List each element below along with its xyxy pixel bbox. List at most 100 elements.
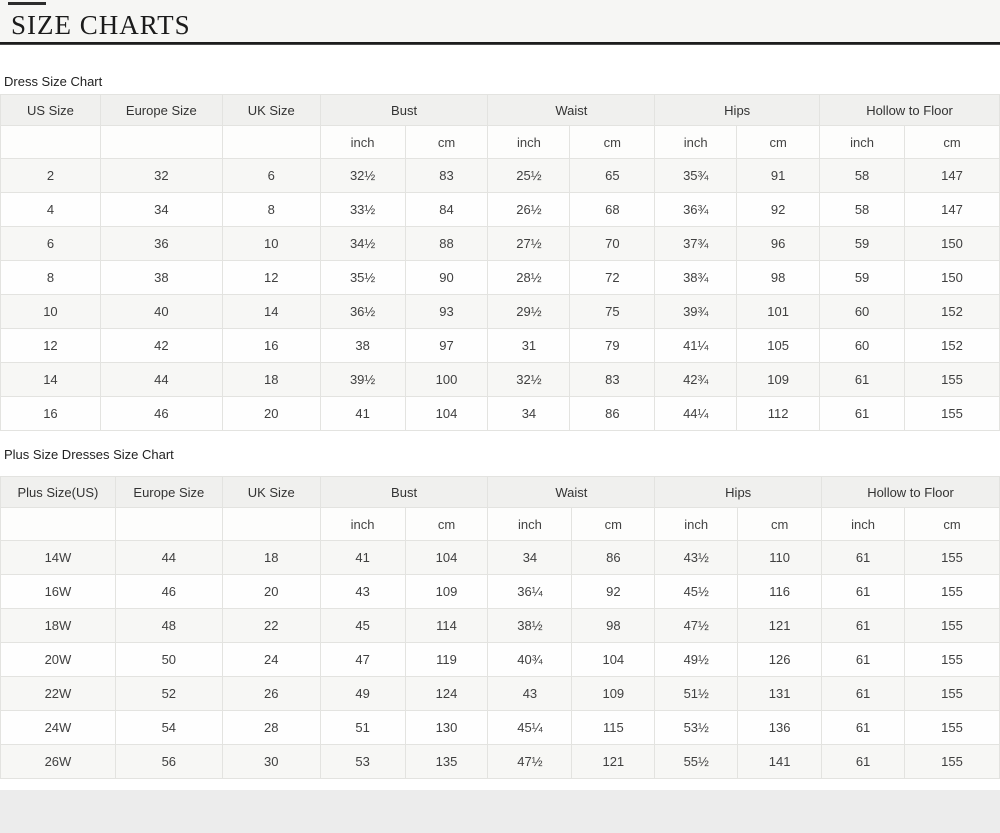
table-cell: 50 <box>114 642 223 677</box>
table-cell: 29½ <box>487 294 571 329</box>
table-cell: 32½ <box>487 362 571 397</box>
table-cell: 97 <box>404 328 489 363</box>
table-cell: 32 <box>99 158 223 193</box>
table-cell: 35¾ <box>654 158 738 193</box>
table-cell: 86 <box>569 396 656 431</box>
table-cell: 155 <box>904 710 1000 745</box>
table-row: 26W 56 30 53 135 47½ 121 55½ 141 61 155 <box>0 744 1000 779</box>
empty-header-cell <box>0 125 101 159</box>
table-cell: 98 <box>571 608 656 643</box>
table-cell: 155 <box>904 642 1000 677</box>
page-title: SIZE CHARTS <box>11 10 191 40</box>
table-row: 2 32 6 32½ 83 25½ 65 35¾ 91 58 147 <box>0 158 1000 193</box>
table-cell: 56 <box>114 744 223 779</box>
unit-header: cm <box>737 507 823 541</box>
table-cell: 51½ <box>654 676 739 711</box>
table-cell: 150 <box>904 260 1000 295</box>
table-cell: 16 <box>221 328 321 363</box>
table-cell: 55½ <box>654 744 739 779</box>
table-cell: 58 <box>819 158 905 193</box>
table-cell: 30 <box>221 744 321 779</box>
unit-header: inch <box>654 507 739 541</box>
table-cell: 38½ <box>487 608 573 643</box>
table-cell: 40¾ <box>487 642 573 677</box>
table-cell: 72 <box>569 260 656 295</box>
unit-header: cm <box>571 507 656 541</box>
table-cell: 58 <box>819 192 905 227</box>
table-cell: 135 <box>404 744 489 779</box>
table-cell: 45½ <box>654 574 739 609</box>
table-cell: 114 <box>404 608 489 643</box>
table-cell: 61 <box>821 574 905 609</box>
table-cell: 43 <box>487 676 573 711</box>
table-cell: 92 <box>571 574 656 609</box>
table-cell: 75 <box>569 294 656 329</box>
table-cell: 147 <box>904 158 1000 193</box>
table-cell: 41¼ <box>654 328 738 363</box>
table-cell: 16W <box>0 574 116 609</box>
table-cell: 38 <box>319 328 406 363</box>
table-cell: 42 <box>99 328 223 363</box>
empty-header-cell <box>221 125 321 159</box>
table-cell: 43½ <box>654 540 739 575</box>
table-cell: 22W <box>0 676 116 711</box>
units-row: inch cm inch cm inch cm inch cm <box>0 125 1000 159</box>
table-cell: 51 <box>319 710 406 745</box>
top-edge-artifact-line <box>8 2 46 5</box>
table-cell: 34 <box>487 396 571 431</box>
table-cell: 12 <box>0 328 101 363</box>
table-cell: 61 <box>821 540 905 575</box>
table-cell: 96 <box>736 226 821 261</box>
table-cell: 10 <box>0 294 101 329</box>
table-row: 20W 50 24 47 119 40¾ 104 49½ 126 61 155 <box>0 642 1000 677</box>
unit-header: cm <box>404 507 489 541</box>
table-row: 14W 44 18 41 104 34 86 43½ 110 61 155 <box>0 540 1000 575</box>
table-cell: 39¾ <box>654 294 738 329</box>
table-cell: 60 <box>819 294 905 329</box>
header-row: Plus Size(US) Europe Size UK Size Bust Waist… <box>0 476 1000 508</box>
table-cell: 49½ <box>654 642 739 677</box>
table-cell: 8 <box>0 260 101 295</box>
table-cell: 61 <box>819 362 905 397</box>
table-cell: 155 <box>904 396 1000 431</box>
table-cell: 53 <box>319 744 406 779</box>
column-header: US Size <box>0 94 101 126</box>
table-cell: 47 <box>319 642 406 677</box>
table-cell: 41 <box>319 396 406 431</box>
table-cell: 2 <box>0 158 101 193</box>
group-header: Bust <box>319 476 489 508</box>
table-cell: 155 <box>904 676 1000 711</box>
table-cell: 104 <box>404 540 489 575</box>
table-cell: 52 <box>114 676 223 711</box>
table-cell: 42¾ <box>654 362 738 397</box>
table-row: 22W 52 26 49 124 43 109 51½ 131 61 155 <box>0 676 1000 711</box>
table-cell: 34½ <box>319 226 406 261</box>
table-cell: 61 <box>821 710 905 745</box>
table-cell: 12 <box>221 260 321 295</box>
table-cell: 84 <box>404 192 489 227</box>
table-cell: 60 <box>819 328 905 363</box>
table-cell: 59 <box>819 226 905 261</box>
table-cell: 83 <box>404 158 489 193</box>
table-cell: 25½ <box>487 158 571 193</box>
table-cell: 14 <box>0 362 101 397</box>
table-cell: 41 <box>319 540 406 575</box>
group-header: Hips <box>654 94 821 126</box>
table-cell: 44¼ <box>654 396 738 431</box>
table-cell: 40 <box>99 294 223 329</box>
table-cell: 24W <box>0 710 116 745</box>
table-cell: 88 <box>404 226 489 261</box>
table-row: 24W 54 28 51 130 45¼ 115 53½ 136 61 155 <box>0 710 1000 745</box>
title-divider <box>0 42 1000 45</box>
table-cell: 53½ <box>654 710 739 745</box>
table-cell: 155 <box>904 362 1000 397</box>
table-cell: 61 <box>821 608 905 643</box>
table-cell: 38 <box>99 260 223 295</box>
table-cell: 83 <box>569 362 656 397</box>
table-cell: 109 <box>404 574 489 609</box>
table-cell: 38¾ <box>654 260 738 295</box>
table-cell: 65 <box>569 158 656 193</box>
title-strip: SIZE CHARTS <box>0 0 1000 42</box>
table-cell: 36½ <box>319 294 406 329</box>
table-row: 10 40 14 36½ 93 29½ 75 39¾ 101 60 152 <box>0 294 1000 329</box>
